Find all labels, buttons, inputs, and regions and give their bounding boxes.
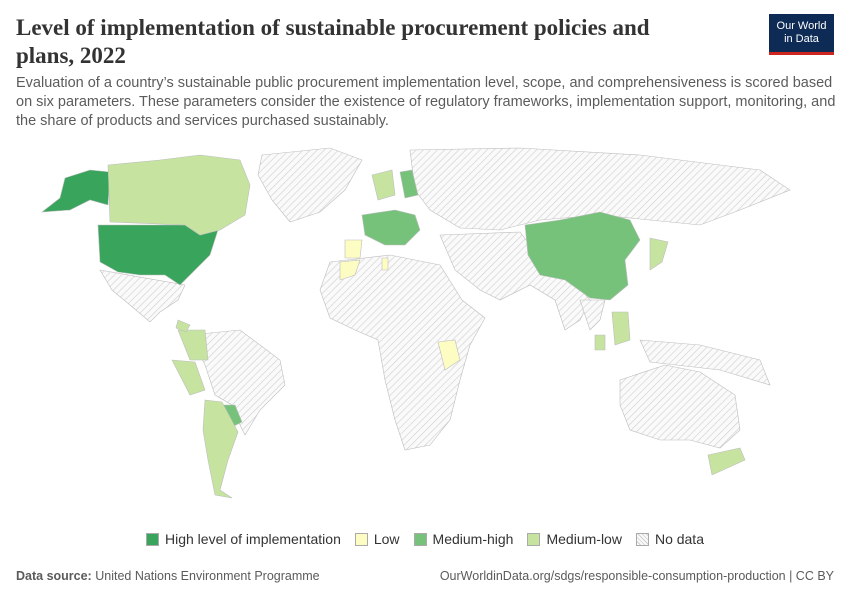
legend-swatch xyxy=(413,532,427,546)
country xyxy=(319,254,486,451)
country xyxy=(371,169,396,201)
legend-item[interactable]: High level of implementation xyxy=(145,531,341,547)
low-regions xyxy=(339,239,461,371)
legend-item[interactable]: Medium-high xyxy=(413,531,514,547)
legend-label: Medium-low xyxy=(546,531,622,547)
country xyxy=(177,329,209,361)
legend-swatch xyxy=(145,532,159,546)
country xyxy=(99,269,186,323)
medium-low-regions xyxy=(107,154,746,499)
country xyxy=(202,399,239,499)
country xyxy=(344,239,363,259)
country xyxy=(175,319,191,333)
country xyxy=(619,364,741,449)
country xyxy=(437,339,461,371)
source-label: Data source: xyxy=(16,569,92,583)
logo-text: Our World xyxy=(776,20,827,32)
country xyxy=(107,154,251,236)
no-data-regions xyxy=(99,147,791,451)
country xyxy=(639,339,771,386)
legend-item[interactable]: No data xyxy=(635,531,704,547)
legend-label: Low xyxy=(373,531,400,547)
subtitle: Evaluation of a country’s sustainable pu… xyxy=(16,75,836,129)
high-regions xyxy=(41,169,219,286)
country xyxy=(257,147,363,223)
country xyxy=(409,147,791,231)
country xyxy=(41,169,111,213)
world-map xyxy=(41,147,791,499)
legend-swatch xyxy=(354,532,368,546)
legend-label: High level of implementation xyxy=(164,531,341,547)
footer: Data source: United Nations Environment … xyxy=(16,569,834,583)
legend-swatch xyxy=(635,532,649,546)
legend-label: No data xyxy=(654,531,704,547)
source-text: United Nations Environment Programme xyxy=(95,569,320,583)
country xyxy=(339,259,361,281)
url[interactable]: OurWorldinData.org/sdgs/responsible-cons… xyxy=(439,569,834,583)
country xyxy=(579,299,606,331)
legend-swatch xyxy=(527,532,541,546)
country xyxy=(611,311,631,346)
legend-label: Medium-high xyxy=(432,531,514,547)
country xyxy=(189,329,286,436)
country xyxy=(649,237,669,271)
country xyxy=(707,447,746,476)
legend-item[interactable]: Low xyxy=(354,531,400,547)
country xyxy=(524,211,641,301)
logo-text: in Data xyxy=(784,33,819,45)
country xyxy=(361,209,421,246)
country xyxy=(381,257,389,271)
medium-high-regions xyxy=(219,169,641,429)
country xyxy=(594,334,606,351)
country xyxy=(171,359,206,396)
title: Level of implementation of sustainable p… xyxy=(16,15,650,68)
legend: High level of implementation Low Medium-hi… xyxy=(0,531,850,547)
legend-item[interactable]: Medium-low xyxy=(527,531,622,547)
logo[interactable]: Our World in Data xyxy=(769,14,834,55)
source: Data source: United Nations Environment … xyxy=(16,569,320,583)
country xyxy=(399,169,419,199)
